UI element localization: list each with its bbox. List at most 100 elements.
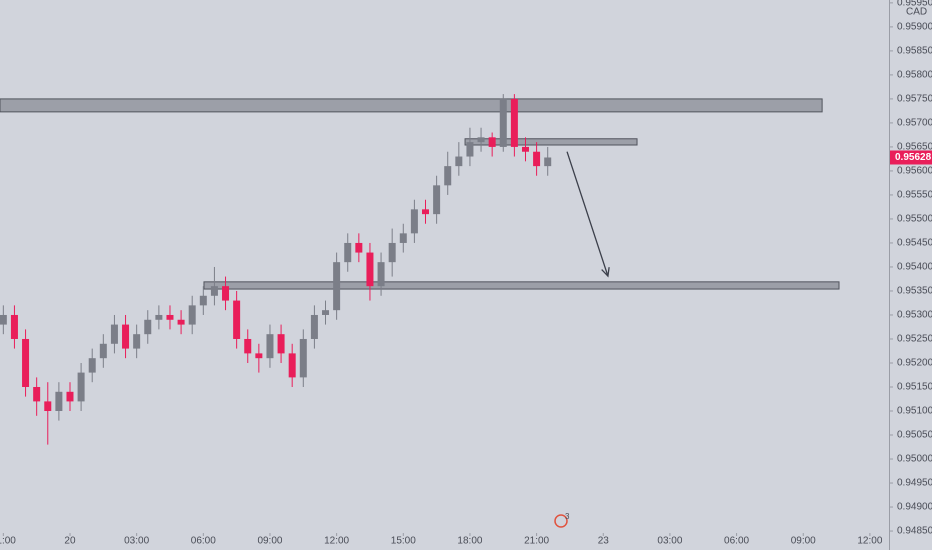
candle-body <box>44 401 52 412</box>
events-icon[interactable]: 3 <box>554 512 570 528</box>
candle-body <box>322 310 330 315</box>
candle-body <box>210 286 218 296</box>
trend-arrow <box>566 151 609 277</box>
y-tick-label: 0.95100 <box>897 406 932 417</box>
candle-body <box>244 338 252 354</box>
candle-body <box>521 146 529 152</box>
candle-body <box>544 157 552 167</box>
y-tick-label: 0.95700 <box>897 118 932 129</box>
y-tick-label: 0.95650 <box>897 142 932 153</box>
candle-body <box>366 252 374 287</box>
candle-body <box>533 151 541 167</box>
zone <box>0 98 823 113</box>
x-tick-label: 12:00 <box>857 536 882 547</box>
y-tick-label: 0.94850 <box>897 526 932 537</box>
candle-body <box>310 314 318 339</box>
candle-body <box>355 242 363 253</box>
candle-body <box>299 338 307 378</box>
candle-body <box>444 166 452 186</box>
x-tick-label: 12:00 <box>324 536 349 547</box>
y-tick-label: 0.94900 <box>897 502 932 513</box>
x-tick-label: 20 <box>64 536 76 547</box>
candle-body <box>144 319 152 335</box>
candle-body <box>177 319 185 325</box>
x-tick-label: 09:00 <box>791 536 816 547</box>
candle-body <box>166 314 174 320</box>
candle-body <box>188 305 196 325</box>
candle-body <box>33 386 41 402</box>
y-tick-label: 0.95000 <box>897 454 932 465</box>
y-tick-label: 0.95350 <box>897 286 932 297</box>
y-tick-label: 0.95400 <box>897 262 932 273</box>
candle-body <box>344 242 352 263</box>
x-tick-label: 06:00 <box>191 536 216 547</box>
candle-body <box>122 324 130 349</box>
candle-body <box>133 334 141 349</box>
y-tick-label: 0.95550 <box>897 190 932 201</box>
candle-body <box>455 156 463 167</box>
x-tick-label: 09:00 <box>257 536 282 547</box>
x-tick-label: 03:00 <box>657 536 682 547</box>
candle-body <box>333 262 341 311</box>
y-tick-label: 0.94950 <box>897 478 932 489</box>
x-tick-label: 15:00 <box>391 536 416 547</box>
y-tick-label: 0.95800 <box>897 70 932 81</box>
candle-body <box>388 242 396 263</box>
candle-body <box>410 209 418 234</box>
y-tick-label: 0.95250 <box>897 334 932 345</box>
candle-body <box>466 142 474 157</box>
arrow-head <box>601 267 610 278</box>
current-price-label: 0.95628 <box>895 152 932 163</box>
candle-body <box>377 262 385 287</box>
candle-body <box>77 372 85 402</box>
candle-body <box>488 137 496 147</box>
candle-body <box>477 137 485 143</box>
candle-body <box>99 343 107 359</box>
x-tick-label: 03:00 <box>124 536 149 547</box>
candle-body <box>510 98 518 147</box>
candle-body <box>88 358 96 373</box>
y-tick-label: 0.95200 <box>897 358 932 369</box>
y-tick-label: 0.95750 <box>897 94 932 105</box>
x-tick-label: 18:00 <box>457 536 482 547</box>
x-tick-label: 23 <box>598 536 610 547</box>
candle-body <box>22 338 30 387</box>
y-tick-label: 0.95600 <box>897 166 932 177</box>
candle-body <box>0 314 7 325</box>
y-tick-label: 0.95050 <box>897 430 932 441</box>
currency-label: CAD <box>906 7 927 18</box>
candle-body <box>422 209 430 215</box>
candle-body <box>277 334 285 354</box>
candle-body <box>399 233 407 243</box>
y-tick-label: 0.95450 <box>897 238 932 249</box>
candle-body <box>199 295 207 306</box>
events-circle <box>554 514 568 528</box>
x-tick-label: 06:00 <box>724 536 749 547</box>
candle-body <box>266 334 274 359</box>
candle-body <box>288 353 296 378</box>
candle-body <box>499 98 507 147</box>
candle-body <box>255 353 263 359</box>
y-tick-label: 0.95900 <box>897 22 932 33</box>
current-price-tag <box>890 150 932 165</box>
candle-body <box>55 391 63 412</box>
candle-body <box>222 286 230 301</box>
y-tick-label: 0.95500 <box>897 214 932 225</box>
candle-body <box>233 300 241 339</box>
candle-body <box>155 314 163 320</box>
zone <box>203 281 840 290</box>
plot-area <box>0 94 840 445</box>
candle-body <box>433 185 441 215</box>
candle-body <box>66 391 74 402</box>
events-count: 3 <box>565 512 570 521</box>
y-tick-label: 0.95950 <box>897 0 932 9</box>
candle-body <box>10 314 18 339</box>
candle-body <box>110 324 118 344</box>
x-tick-label: 21:00 <box>0 536 16 547</box>
y-tick-label: 0.95150 <box>897 382 932 393</box>
y-tick-label: 0.95300 <box>897 310 932 321</box>
zone <box>464 138 638 146</box>
x-tick-label: 21:00 <box>524 536 549 547</box>
